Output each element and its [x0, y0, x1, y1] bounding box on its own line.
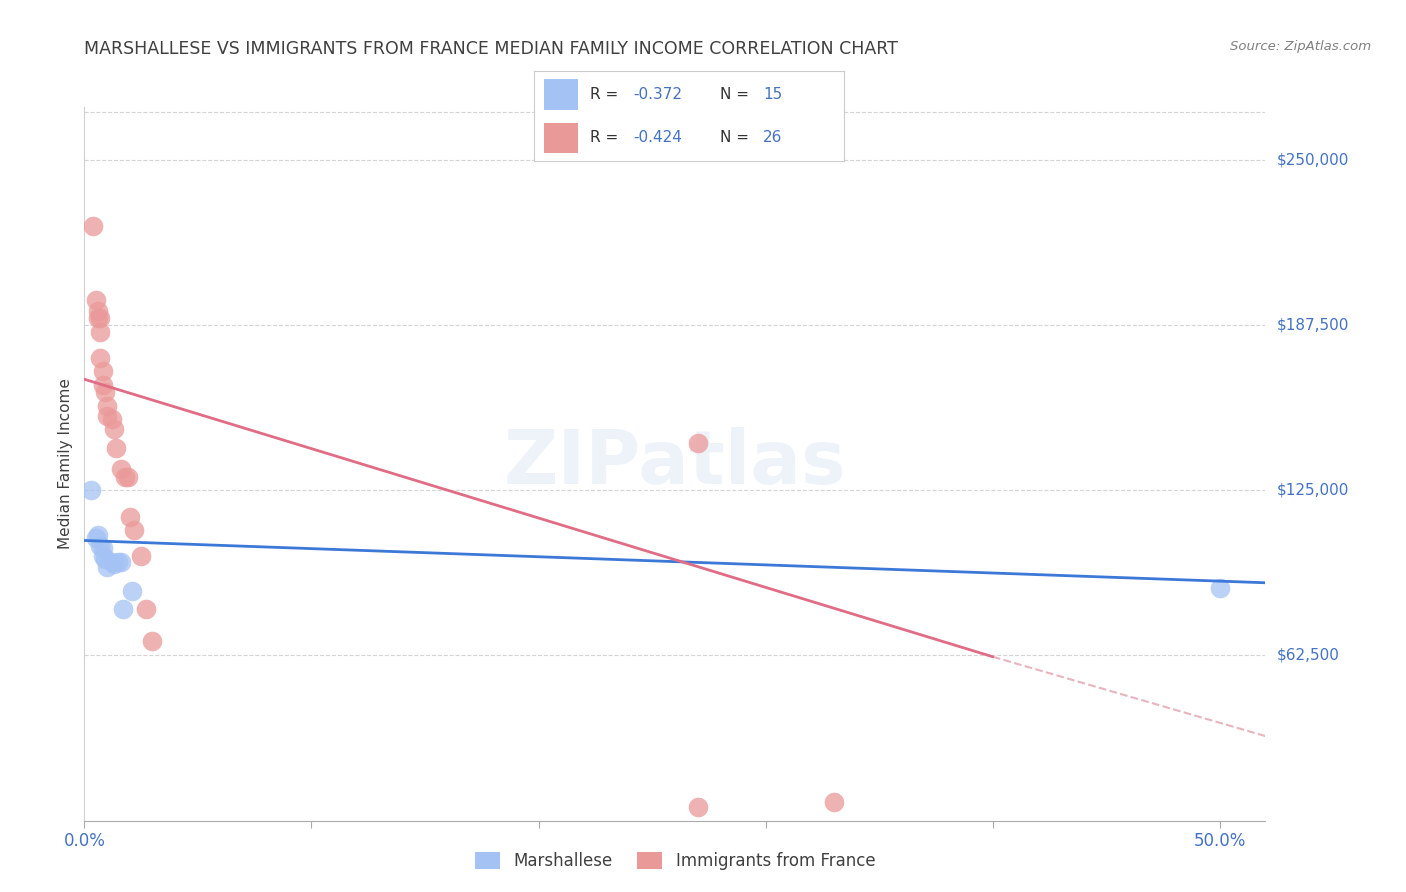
- Point: [105, 441, 128, 455]
- Point: [118, 509, 141, 524]
- Text: 26: 26: [763, 130, 783, 145]
- Text: $62,500: $62,500: [1277, 648, 1340, 663]
- Point: [110, 462, 132, 476]
- Text: $250,000: $250,000: [1277, 153, 1350, 168]
- Point: [96, 560, 118, 574]
- Point: [87, 311, 110, 326]
- Point: [114, 470, 136, 484]
- Text: $187,500: $187,500: [1277, 318, 1350, 333]
- Point: [117, 470, 139, 484]
- Point: [100, 412, 122, 426]
- Point: [96, 399, 118, 413]
- Point: [124, 523, 146, 537]
- Point: [87, 528, 110, 542]
- Text: ZIPatlas: ZIPatlas: [503, 427, 846, 500]
- Legend: Marshallese, Immigrants from France: Marshallese, Immigrants from France: [468, 845, 882, 877]
- Text: -0.424: -0.424: [633, 130, 682, 145]
- Point: [89, 351, 111, 365]
- Text: R =: R =: [591, 87, 623, 102]
- Point: [80, 483, 103, 498]
- Point: [84, 531, 107, 545]
- Text: 15: 15: [763, 87, 782, 102]
- Point: [103, 422, 125, 436]
- Point: [89, 325, 111, 339]
- Bar: [544, 79, 578, 110]
- Point: [89, 311, 111, 326]
- Point: [103, 558, 125, 572]
- Text: MARSHALLESE VS IMMIGRANTS FROM FRANCE MEDIAN FAMILY INCOME CORRELATION CHART: MARSHALLESE VS IMMIGRANTS FROM FRANCE ME…: [84, 40, 898, 58]
- Text: N =: N =: [720, 130, 754, 145]
- Point: [111, 602, 134, 616]
- Point: [87, 303, 110, 318]
- Text: $125,000: $125,000: [1277, 483, 1350, 498]
- Point: [100, 555, 122, 569]
- Point: [94, 552, 117, 566]
- Point: [89, 539, 111, 553]
- Point: [129, 549, 152, 564]
- Point: [107, 555, 129, 569]
- Point: [94, 385, 117, 400]
- Point: [84, 293, 107, 307]
- Point: [686, 800, 709, 814]
- Text: R =: R =: [591, 130, 623, 145]
- Point: [823, 795, 845, 809]
- Text: -0.372: -0.372: [633, 87, 682, 102]
- Point: [110, 555, 132, 569]
- Bar: [544, 123, 578, 153]
- Y-axis label: Median Family Income: Median Family Income: [58, 378, 73, 549]
- Point: [82, 219, 104, 233]
- Point: [91, 541, 114, 556]
- Text: N =: N =: [720, 87, 754, 102]
- Point: [1209, 581, 1232, 595]
- Point: [686, 435, 709, 450]
- Point: [96, 409, 118, 424]
- Point: [91, 377, 114, 392]
- Point: [121, 583, 143, 598]
- Text: Source: ZipAtlas.com: Source: ZipAtlas.com: [1230, 40, 1371, 54]
- Point: [91, 549, 114, 564]
- Point: [135, 602, 157, 616]
- Point: [91, 364, 114, 378]
- Point: [141, 634, 163, 648]
